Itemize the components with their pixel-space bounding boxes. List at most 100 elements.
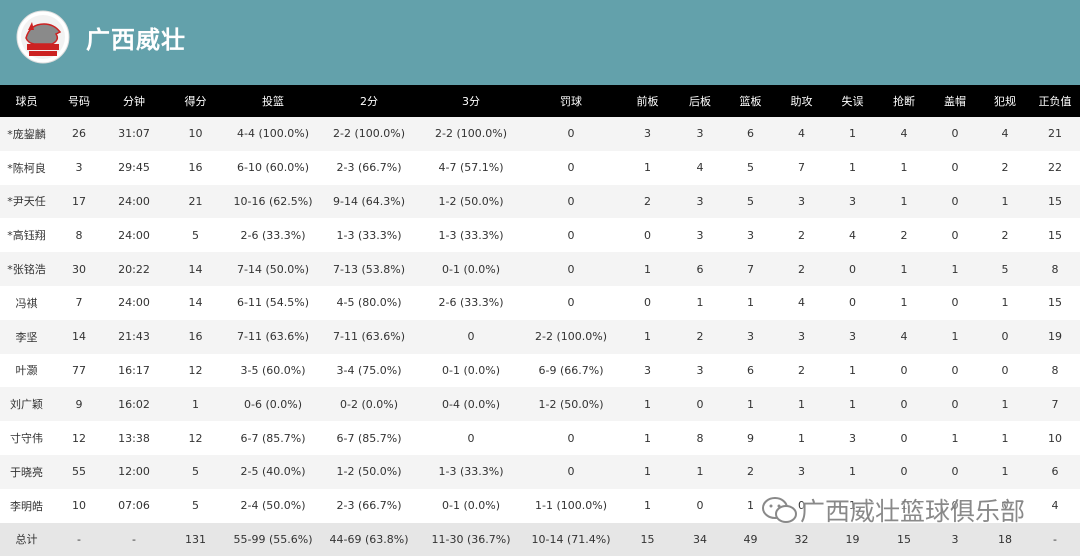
cell: 2 (798, 228, 805, 242)
cell: 叶灏 (15, 364, 38, 378)
cell: 32 (794, 532, 809, 546)
team-header: 广西威壮 (0, 0, 1080, 85)
cell: 1 (951, 330, 959, 344)
cell: 1 (644, 499, 651, 513)
cell: 1 (951, 262, 959, 276)
cell: 2-2 (100.0%) (535, 330, 607, 344)
player-row: *张铭浩 30 20:22 14 7-14 (50.0%) 7-13 (53.8%) 0-1… (0, 252, 1080, 286)
cell: 12:00 (118, 465, 150, 479)
cell: 2-6 (33.3%) (240, 228, 306, 242)
cell: 1 (1001, 397, 1009, 411)
cell: 14 (188, 262, 203, 276)
cell: 刘广颖 (10, 398, 43, 412)
stats-table: 球员 号码 分钟 得分 投篮 2分 3分 罚球 前板 后板 篮板 助攻 失误 抢断 盖帽 犯规 正负值 *庞鋆麟 2… (0, 85, 1080, 557)
cell: 1 (849, 465, 856, 479)
cell: 3 (849, 431, 856, 445)
cell: 3 (798, 330, 805, 344)
header-cell: 前板 (636, 95, 659, 108)
cell: 0 (567, 465, 575, 479)
header-cell: 助攻 (790, 95, 813, 108)
cell: 2-6 (33.3%) (438, 296, 504, 310)
wechat-icon (762, 497, 797, 523)
cell: *张铭浩 (7, 263, 46, 277)
cell: 1 (696, 465, 704, 479)
cell: 5 (747, 161, 754, 175)
header-cell: 罚球 (560, 95, 582, 108)
cell: 1 (644, 330, 651, 344)
player-row: *高钰翔 8 24:00 5 2-6 (33.3%) 1-3 (33.3%) 1-3 (33… (0, 218, 1080, 252)
cell: 4 (849, 228, 856, 242)
cell: 24:00 (118, 194, 150, 208)
cell: 1 (849, 499, 856, 513)
cell: 0 (567, 431, 575, 445)
cell: 14 (72, 330, 86, 344)
cell: 总计 (15, 533, 38, 547)
cell: 12 (188, 431, 203, 445)
player-row: 寸守伟 12 13:38 12 6-7 (85.7%) 6-7 (85.7%) 0 0 1 8 9 1… (0, 421, 1080, 455)
header-cell: 失误 (841, 95, 864, 108)
cell: 7 (75, 296, 83, 310)
cell: 1 (1001, 296, 1009, 310)
cell: 3 (696, 127, 704, 141)
cell: 3-4 (75.0%) (336, 363, 402, 377)
cell: 1 (798, 431, 805, 445)
cell: 16 (188, 161, 203, 175)
cell: 0-6 (0.0%) (244, 397, 302, 411)
cell: 李坚 (15, 330, 38, 344)
cell: 0 (696, 499, 704, 513)
cell: 1 (849, 127, 856, 141)
cell: 21 (188, 194, 203, 208)
cell: 12 (72, 431, 86, 445)
team-title: 广西威壮 (86, 26, 186, 54)
cell: 30 (72, 262, 86, 276)
cell: 4 (900, 330, 908, 344)
cell: 12 (188, 363, 203, 377)
cell: 3 (798, 465, 805, 479)
cell: 7-14 (50.0%) (237, 262, 309, 276)
cell: 1-2 (50.0%) (336, 465, 402, 479)
cell: 20:22 (118, 262, 150, 276)
cell: 9 (747, 431, 754, 445)
cell: 0 (951, 363, 959, 377)
cell: 李明皓 (10, 499, 43, 513)
cell: 1-3 (33.3%) (438, 465, 504, 479)
player-row: *陈柯良 3 29:45 16 6-10 (60.0%) 2-3 (66.7%) 4-7 (… (0, 151, 1080, 185)
player-row: 冯祺 7 24:00 14 6-11 (54.5%) 4-5 (80.0%) 2-6 (33… (0, 286, 1080, 320)
cell: 7 (798, 161, 805, 175)
cell: 19 (845, 532, 860, 546)
cell: 29:45 (118, 161, 150, 175)
cell: 7 (1051, 397, 1059, 411)
cell: 6 (1051, 465, 1059, 479)
cell: 0 (951, 161, 959, 175)
cell: 5 (192, 499, 199, 513)
cell: 3 (644, 127, 651, 141)
header-cell: 犯规 (994, 95, 1016, 108)
cell: 26 (72, 127, 86, 141)
cell: 1 (849, 397, 856, 411)
cell: 5 (747, 194, 754, 208)
cell: 1 (644, 262, 651, 276)
cell: 15 (897, 532, 911, 546)
player-row: 叶灏 77 16:17 12 3-5 (60.0%) 3-4 (75.0%) 0-1 (0.… (0, 354, 1080, 388)
cell: 13:38 (118, 431, 150, 445)
cell: 55-99 (55.6%) (233, 532, 313, 546)
cell: 0 (1001, 363, 1009, 377)
player-row: 刘广颖 9 16:02 1 0-6 (0.0%) 0-2 (0.0%) 0-4 (0.0%)… (0, 387, 1080, 422)
cell: 0 (1001, 499, 1009, 513)
cell: 7-13 (53.8%) (333, 262, 405, 276)
cell: 8 (1051, 363, 1059, 377)
cell: 7-11 (63.6%) (237, 330, 309, 344)
cell: 17 (72, 194, 86, 208)
cell: 0-4 (0.0%) (442, 397, 500, 411)
header-cell: 投篮 (262, 95, 284, 108)
cell: 0 (951, 499, 959, 513)
cell: 0 (951, 228, 959, 242)
cell: 于晓亮 (10, 465, 43, 479)
header-row: 球员 号码 分钟 得分 投篮 2分 3分 罚球 前板 后板 篮板 助攻 失误 抢断 盖帽 犯规 正负值 (0, 85, 1080, 117)
cell: 44-69 (63.8%) (329, 532, 409, 546)
header-cell: 2分 (360, 95, 378, 108)
cell: 1 (696, 296, 704, 310)
cell: 1 (747, 296, 754, 310)
cell: 4 (798, 127, 805, 141)
